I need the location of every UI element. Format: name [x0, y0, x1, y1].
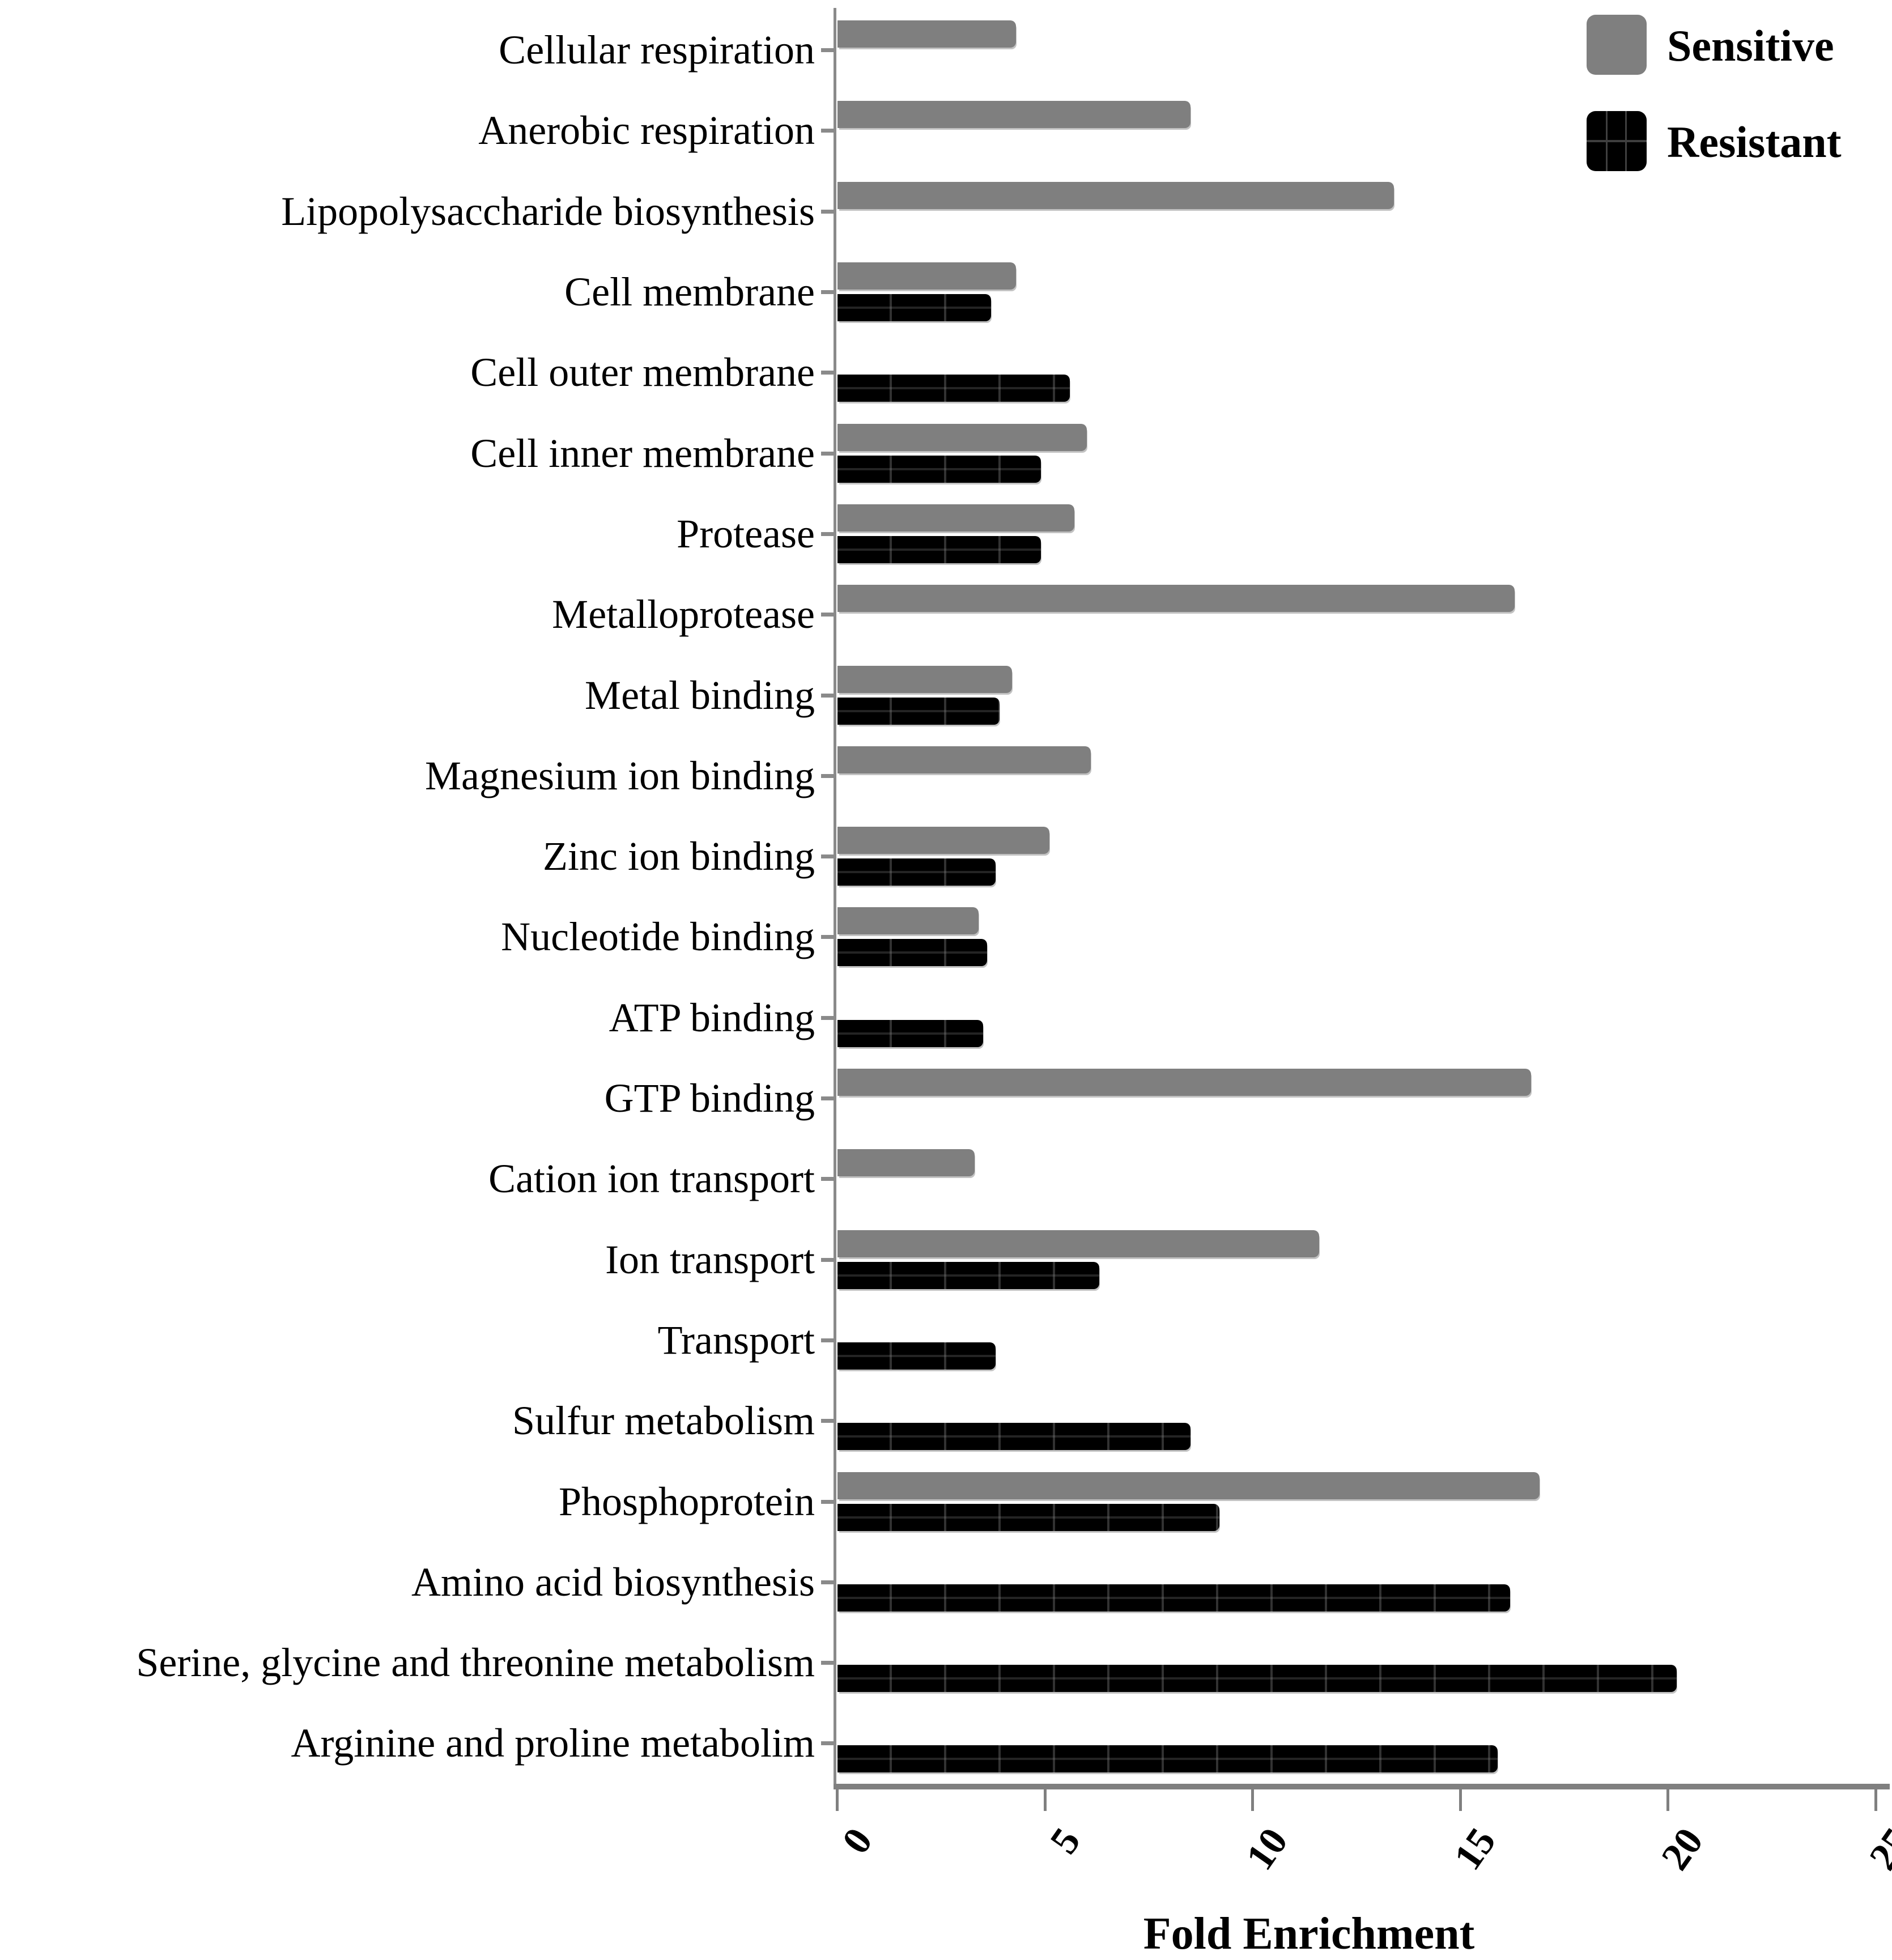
bar-resistant: [837, 1584, 1510, 1612]
bar-sensitive: [837, 181, 1394, 209]
bar-sensitive: [837, 746, 1091, 773]
y-axis-tick: [821, 935, 834, 939]
y-axis-tick: [821, 854, 834, 859]
category-label: Cellular respiration: [499, 27, 815, 73]
x-axis-tick: [1874, 1789, 1877, 1811]
category-label: Serine, glycine and threonine metabolism: [136, 1640, 815, 1686]
y-axis-tick: [821, 1015, 834, 1020]
x-axis-tick-label: 25: [1861, 1820, 1892, 1878]
bar-sensitive: [837, 827, 1049, 854]
bar-resistant: [837, 697, 1000, 725]
bar-sensitive: [837, 504, 1074, 532]
bar-resistant: [837, 858, 996, 886]
y-axis-tick: [821, 1257, 834, 1262]
category-label: Sulfur metabolism: [512, 1398, 815, 1444]
x-axis-tick: [1459, 1789, 1462, 1811]
x-axis-tick: [1043, 1789, 1047, 1811]
x-axis-tick: [1251, 1789, 1254, 1811]
bar-resistant: [837, 1019, 983, 1047]
y-axis-tick: [821, 290, 834, 295]
bar-sensitive: [837, 20, 1016, 48]
x-axis-title: Fold Enrichment: [1143, 1909, 1475, 1959]
legend-swatch-sensitive: [1587, 15, 1647, 75]
legend-label-resistant: Resistant: [1667, 117, 1842, 167]
bar-sensitive: [837, 1149, 975, 1177]
y-axis-tick: [821, 532, 834, 536]
y-axis-tick: [821, 48, 834, 53]
y-axis-tick: [821, 1338, 834, 1342]
bar-resistant: [837, 1665, 1677, 1693]
bar-resistant: [837, 535, 1041, 563]
x-axis-tick-label: 15: [1445, 1820, 1504, 1878]
bar-sensitive: [837, 1230, 1319, 1257]
bar-resistant: [837, 294, 991, 322]
bar-sensitive: [837, 1472, 1540, 1499]
category-label: Cell membrane: [564, 269, 815, 315]
y-axis-tick: [821, 613, 834, 617]
bar-resistant: [837, 1503, 1219, 1531]
y-axis-tick: [821, 451, 834, 456]
y-axis-tick: [821, 1499, 834, 1504]
bar-resistant: [837, 939, 987, 967]
category-label: Anerobic respiration: [478, 108, 815, 154]
bar-sensitive: [837, 665, 1012, 693]
y-axis-tick: [821, 371, 834, 375]
bar-resistant: [837, 1342, 996, 1370]
category-label: Transport: [657, 1317, 815, 1363]
bar-sensitive: [837, 101, 1191, 129]
legend-label-sensitive: Sensitive: [1667, 21, 1834, 70]
x-axis-tick-label: 20: [1653, 1820, 1712, 1878]
y-axis-tick: [821, 1580, 834, 1584]
category-label: Cell outer membrane: [470, 350, 815, 396]
bar-resistant: [837, 375, 1070, 402]
category-label: Protease: [677, 511, 815, 556]
y-axis-tick: [821, 1661, 834, 1665]
category-label: ATP binding: [609, 994, 815, 1040]
x-axis-line: [834, 1784, 1890, 1789]
x-axis-tick: [1666, 1789, 1669, 1811]
category-label: Ion transport: [605, 1236, 815, 1282]
category-label: Cell inner membrane: [470, 430, 815, 476]
category-label: Lipopolysaccharide biosynthesis: [281, 188, 815, 234]
x-axis-tick-label: 0: [834, 1820, 881, 1862]
category-label: GTP binding: [604, 1075, 815, 1121]
bar-sensitive: [837, 262, 1016, 290]
category-label: Arginine and proline metabolim: [291, 1720, 815, 1766]
bar-resistant: [837, 1423, 1191, 1451]
category-label: Cation ion transport: [488, 1156, 815, 1202]
bar-sensitive: [837, 907, 979, 935]
y-axis-tick: [821, 1741, 834, 1746]
y-axis-tick: [821, 1419, 834, 1423]
category-label: Amino acid biosynthesis: [411, 1559, 815, 1605]
legend-swatch-resistant: [1587, 111, 1647, 171]
y-axis-tick: [821, 1096, 834, 1101]
y-axis-tick: [821, 693, 834, 698]
x-axis-tick-label: 5: [1041, 1820, 1089, 1862]
bar-resistant: [837, 1261, 1099, 1289]
x-axis-tick-label: 10: [1238, 1820, 1296, 1878]
category-label: Zinc ion binding: [543, 834, 815, 879]
bar-resistant: [837, 1745, 1498, 1773]
y-axis-tick: [821, 209, 834, 214]
category-label: Nucleotide binding: [501, 914, 815, 960]
y-axis-tick: [821, 1177, 834, 1181]
category-label: Metalloprotease: [552, 592, 815, 637]
y-axis-tick: [821, 129, 834, 133]
bar-resistant: [837, 455, 1041, 483]
category-label: Phosphoprotein: [558, 1478, 815, 1524]
x-axis-tick: [836, 1789, 839, 1811]
y-axis-line: [834, 8, 836, 1787]
bar-sensitive: [837, 423, 1087, 451]
y-axis-tick: [821, 773, 834, 778]
category-label: Metal binding: [585, 672, 815, 718]
bar-sensitive: [837, 1069, 1531, 1096]
category-label: Magnesium ion binding: [425, 752, 815, 798]
bar-sensitive: [837, 585, 1515, 613]
